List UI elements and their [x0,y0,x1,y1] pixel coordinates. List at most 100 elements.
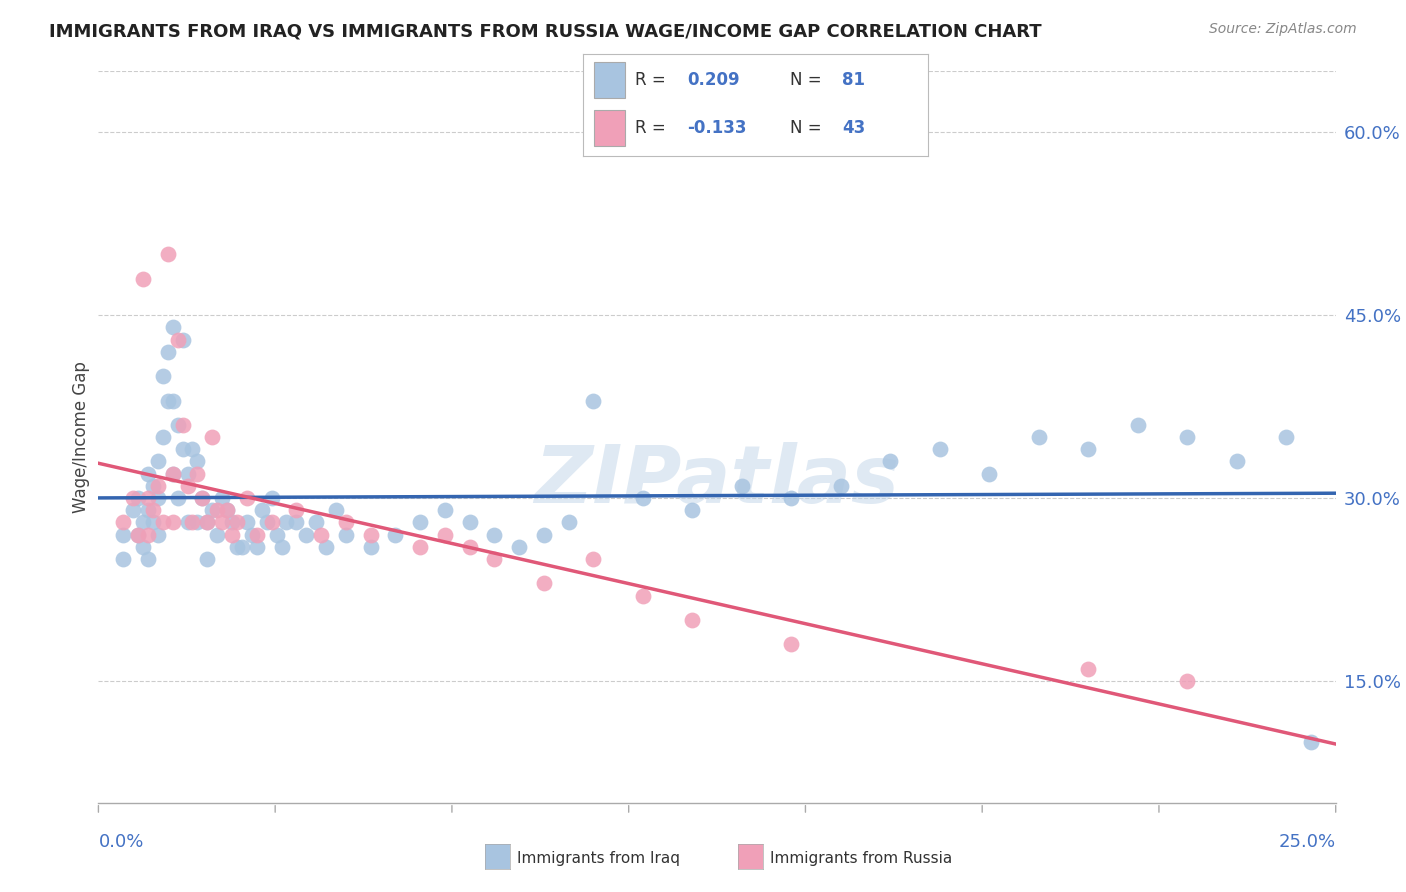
Point [217,503,239,517]
Point [201,503,224,517]
Point [226,540,249,554]
Point [156,393,179,408]
Point [1077,442,1099,457]
Point [186,454,208,468]
Point [181,442,204,457]
Point [146,479,169,493]
Text: Immigrants from Russia: Immigrants from Russia [770,851,953,865]
Point [360,527,382,541]
Point [132,271,155,285]
Point [172,417,194,432]
Point [780,491,803,505]
Point [256,516,278,530]
Point [928,442,950,457]
Point [1299,735,1322,749]
Point [309,527,332,541]
Point [458,540,481,554]
Point [433,527,456,541]
Point [127,527,149,541]
Text: 43: 43 [842,120,865,137]
Point [631,589,654,603]
Point [162,467,184,481]
Point [136,503,159,517]
Point [458,516,481,530]
Point [830,479,852,493]
Point [1175,673,1198,688]
Point [152,516,174,530]
Point [533,527,555,541]
Point [112,552,135,566]
Point [557,516,579,530]
Point [484,552,506,566]
Point [236,516,259,530]
Point [325,503,347,517]
Point [217,503,239,517]
Point [270,540,292,554]
Point [1028,430,1050,444]
Point [122,503,145,517]
Point [231,540,253,554]
Point [172,442,194,457]
Point [186,516,208,530]
Point [305,516,328,530]
Point [176,516,198,530]
Point [285,516,308,530]
Point [146,454,169,468]
Point [166,491,188,505]
Point [533,576,555,591]
Point [681,503,703,517]
Point [162,467,184,481]
Point [484,527,506,541]
Point [582,393,605,408]
Point [195,516,218,530]
FancyBboxPatch shape [593,110,624,145]
FancyBboxPatch shape [593,62,624,97]
Point [1126,417,1149,432]
Text: 0.209: 0.209 [688,71,740,89]
Point [156,247,179,261]
Point [295,527,318,541]
Point [112,527,135,541]
Point [508,540,530,554]
Point [780,637,803,651]
Text: -0.133: -0.133 [688,120,747,137]
Point [315,540,337,554]
Point [409,516,432,530]
Point [156,344,179,359]
Point [260,516,283,530]
Point [681,613,703,627]
Point [132,516,155,530]
Text: N =: N = [790,120,827,137]
Point [205,503,228,517]
Point [409,540,432,554]
Point [1077,662,1099,676]
Point [162,393,184,408]
Point [221,527,243,541]
Point [142,479,165,493]
Point [631,491,654,505]
Text: 0.0%: 0.0% [98,833,143,851]
Point [195,516,218,530]
Point [127,491,149,505]
Point [433,503,456,517]
Point [384,527,406,541]
Point [172,333,194,347]
Text: 81: 81 [842,71,865,89]
Point [205,527,228,541]
Text: ZIPatlas: ZIPatlas [534,442,900,520]
Point [136,552,159,566]
Point [142,516,165,530]
Point [127,527,149,541]
Point [246,540,269,554]
Point [176,467,198,481]
Point [181,516,204,530]
Point [236,491,259,505]
Y-axis label: Wage/Income Gap: Wage/Income Gap [72,361,90,513]
Point [136,491,159,505]
Text: N =: N = [790,71,827,89]
Point [335,527,357,541]
Point [136,467,159,481]
Point [142,503,165,517]
Point [195,552,218,566]
Point [191,491,214,505]
